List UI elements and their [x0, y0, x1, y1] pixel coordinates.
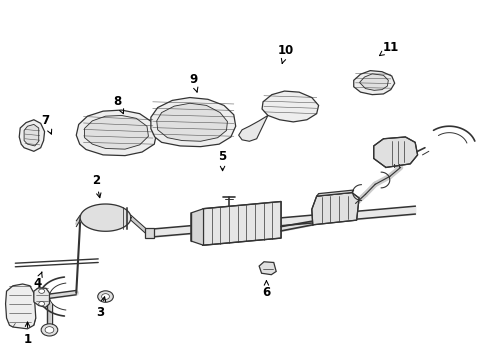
Polygon shape	[359, 74, 387, 90]
Polygon shape	[76, 110, 157, 156]
Polygon shape	[259, 262, 276, 275]
Polygon shape	[316, 190, 353, 196]
Polygon shape	[311, 193, 358, 225]
Polygon shape	[353, 71, 394, 95]
Circle shape	[39, 289, 44, 293]
Polygon shape	[190, 209, 203, 245]
Text: 10: 10	[277, 44, 293, 63]
Circle shape	[45, 327, 54, 333]
Circle shape	[41, 324, 58, 336]
Circle shape	[102, 294, 109, 300]
Polygon shape	[19, 120, 44, 151]
Polygon shape	[24, 125, 39, 146]
Polygon shape	[151, 98, 235, 147]
Polygon shape	[262, 91, 318, 122]
Text: 8: 8	[113, 95, 123, 114]
Polygon shape	[203, 202, 281, 245]
Text: 6: 6	[262, 280, 270, 300]
Polygon shape	[144, 228, 154, 238]
Text: 3: 3	[97, 297, 105, 319]
Circle shape	[98, 291, 113, 302]
Polygon shape	[373, 137, 417, 167]
Polygon shape	[5, 284, 36, 329]
Polygon shape	[84, 116, 148, 149]
Text: 11: 11	[379, 41, 398, 56]
Polygon shape	[34, 288, 49, 307]
Text: 7: 7	[41, 114, 52, 134]
Text: 9: 9	[189, 73, 198, 92]
Text: 2: 2	[92, 174, 101, 198]
Circle shape	[39, 302, 44, 306]
Text: 1: 1	[23, 322, 32, 346]
Text: 5: 5	[218, 150, 226, 171]
Polygon shape	[238, 116, 267, 141]
Polygon shape	[80, 204, 131, 231]
Polygon shape	[157, 103, 227, 141]
Text: 4: 4	[33, 272, 42, 291]
